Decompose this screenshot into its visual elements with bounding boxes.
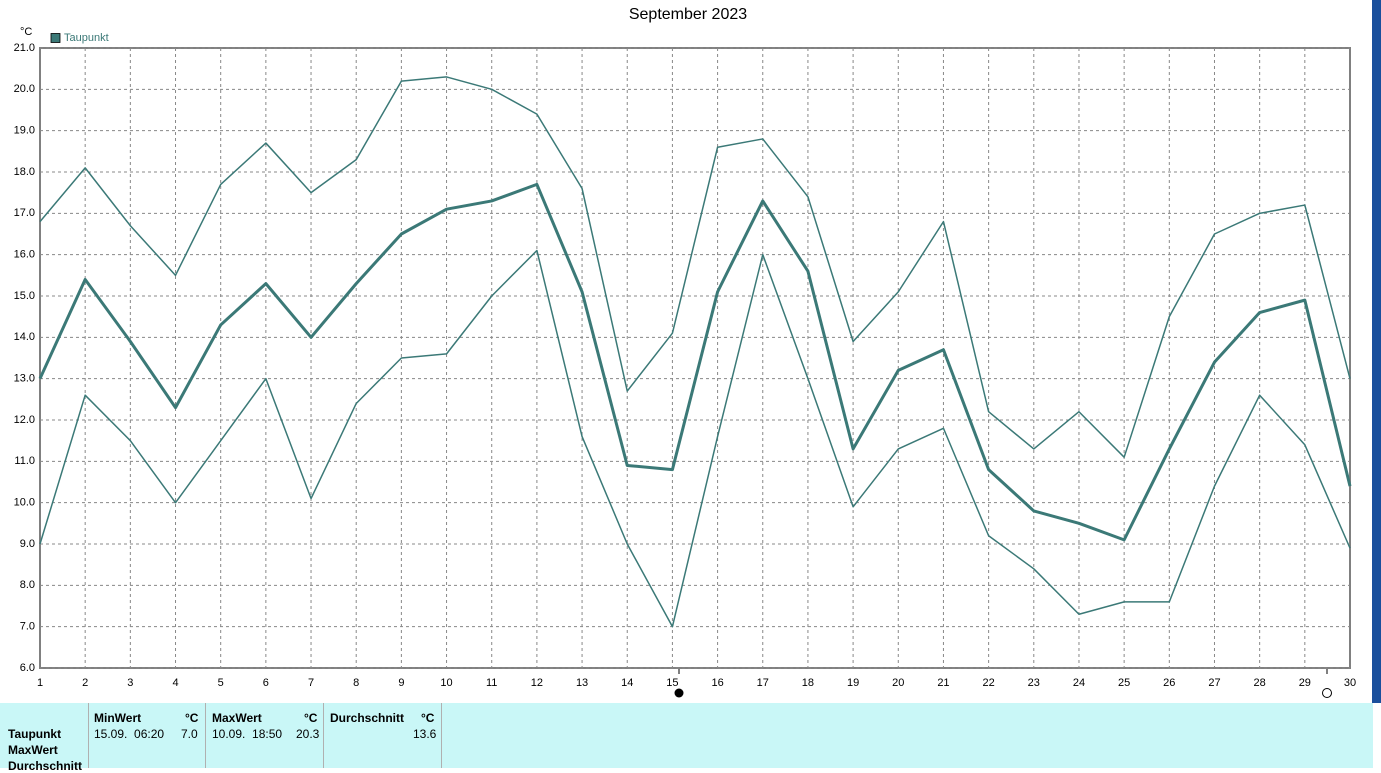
x-tick-label: 12 <box>531 677 543 689</box>
separator <box>323 703 324 768</box>
x-tick-label: 16 <box>711 677 723 689</box>
y-tick-label: 19.0 <box>14 125 35 137</box>
moon-full <box>1322 688 1332 698</box>
x-tick-label: 17 <box>757 677 769 689</box>
header: Durchschnitt <box>330 711 405 725</box>
x-tick-label: 9 <box>398 677 404 689</box>
x-tick-label: 11 <box>486 677 497 689</box>
cell: 20.3 <box>296 727 320 741</box>
legend-swatch <box>50 33 61 43</box>
x-tick-label: 7 <box>308 677 314 689</box>
cell: 7.0 <box>181 727 198 741</box>
header: MinWert <box>94 711 142 725</box>
x-tick-label: 23 <box>1028 677 1040 689</box>
cell: 13.6 <box>413 727 437 741</box>
x-tick-label: 21 <box>937 677 949 689</box>
x-tick-label: 18 <box>802 677 814 689</box>
x-tick-label: 20 <box>892 677 904 689</box>
header: °C <box>304 711 318 725</box>
y-tick-label: 21.0 <box>14 42 35 54</box>
cell: 10.09. 18:50 <box>212 727 283 741</box>
header: °C <box>421 711 435 725</box>
y-tick-label: 14.0 <box>14 331 35 343</box>
y-tick-label: 9.0 <box>20 538 35 550</box>
y-tick-label: 16.0 <box>14 249 35 261</box>
x-tick-label: 29 <box>1299 677 1311 689</box>
x-tick-label: 13 <box>576 677 588 689</box>
cell: 15.09. 06:20 <box>94 727 165 741</box>
x-tick-label: 3 <box>127 677 133 689</box>
plot-area <box>39 47 1351 669</box>
stats-table: Taupunkt MaxWert Durchschnitt MinWert °C… <box>0 703 1373 773</box>
x-tick-label: 22 <box>982 677 994 689</box>
y-unit: °C <box>20 26 32 38</box>
x-tick-label: 10 <box>440 677 452 689</box>
data-line <box>38 182 1352 542</box>
chart: September 2023 °C 6.07.08.09.010.011.012… <box>14 0 1381 703</box>
y-tick-label: 11.0 <box>14 455 35 467</box>
separator <box>441 703 442 768</box>
y-tick-label: 20.0 <box>14 83 35 95</box>
moon-new <box>674 688 684 698</box>
x-tick-label: 2 <box>82 677 88 689</box>
y-tick-label: 15.0 <box>14 290 35 302</box>
data-line <box>39 249 1351 628</box>
x-tick-label: 25 <box>1118 677 1130 689</box>
x-tick-label: 30 <box>1344 677 1356 689</box>
row-label: Durchschnitt <box>8 759 83 773</box>
x-tick-label: 26 <box>1163 677 1175 689</box>
separator <box>205 703 206 768</box>
data-line <box>39 76 1351 458</box>
chart-title: September 2023 <box>629 6 747 23</box>
x-tick-label: 8 <box>353 677 359 689</box>
header: °C <box>185 711 199 725</box>
x-tick-label: 4 <box>172 677 178 689</box>
y-tick-label: 12.0 <box>14 414 35 426</box>
x-tick-label: 28 <box>1254 677 1266 689</box>
x-tick-label: 15 <box>666 677 678 689</box>
y-tick-label: 10.0 <box>14 497 35 509</box>
y-tick-label: 7.0 <box>20 621 35 633</box>
x-tick-label: 6 <box>263 677 269 689</box>
x-tick-label: 19 <box>847 677 859 689</box>
y-tick-label: 18.0 <box>14 166 35 178</box>
y-tick-label: 13.0 <box>14 373 35 385</box>
legend-label: Taupunkt <box>64 32 109 44</box>
x-tick-label: 1 <box>37 677 43 689</box>
desktop-edge <box>1372 0 1381 703</box>
x-tick-label: 24 <box>1073 677 1085 689</box>
row-label: Taupunkt <box>8 727 62 741</box>
y-tick-label: 8.0 <box>20 579 35 591</box>
y-tick-label: 17.0 <box>14 207 35 219</box>
header: MaxWert <box>212 711 262 725</box>
x-tick-label: 14 <box>621 677 633 689</box>
separator <box>88 703 89 768</box>
row-label: MaxWert <box>8 743 58 757</box>
x-tick-label: 27 <box>1208 677 1220 689</box>
y-tick-label: 6.0 <box>20 662 35 674</box>
x-tick-label: 5 <box>218 677 224 689</box>
